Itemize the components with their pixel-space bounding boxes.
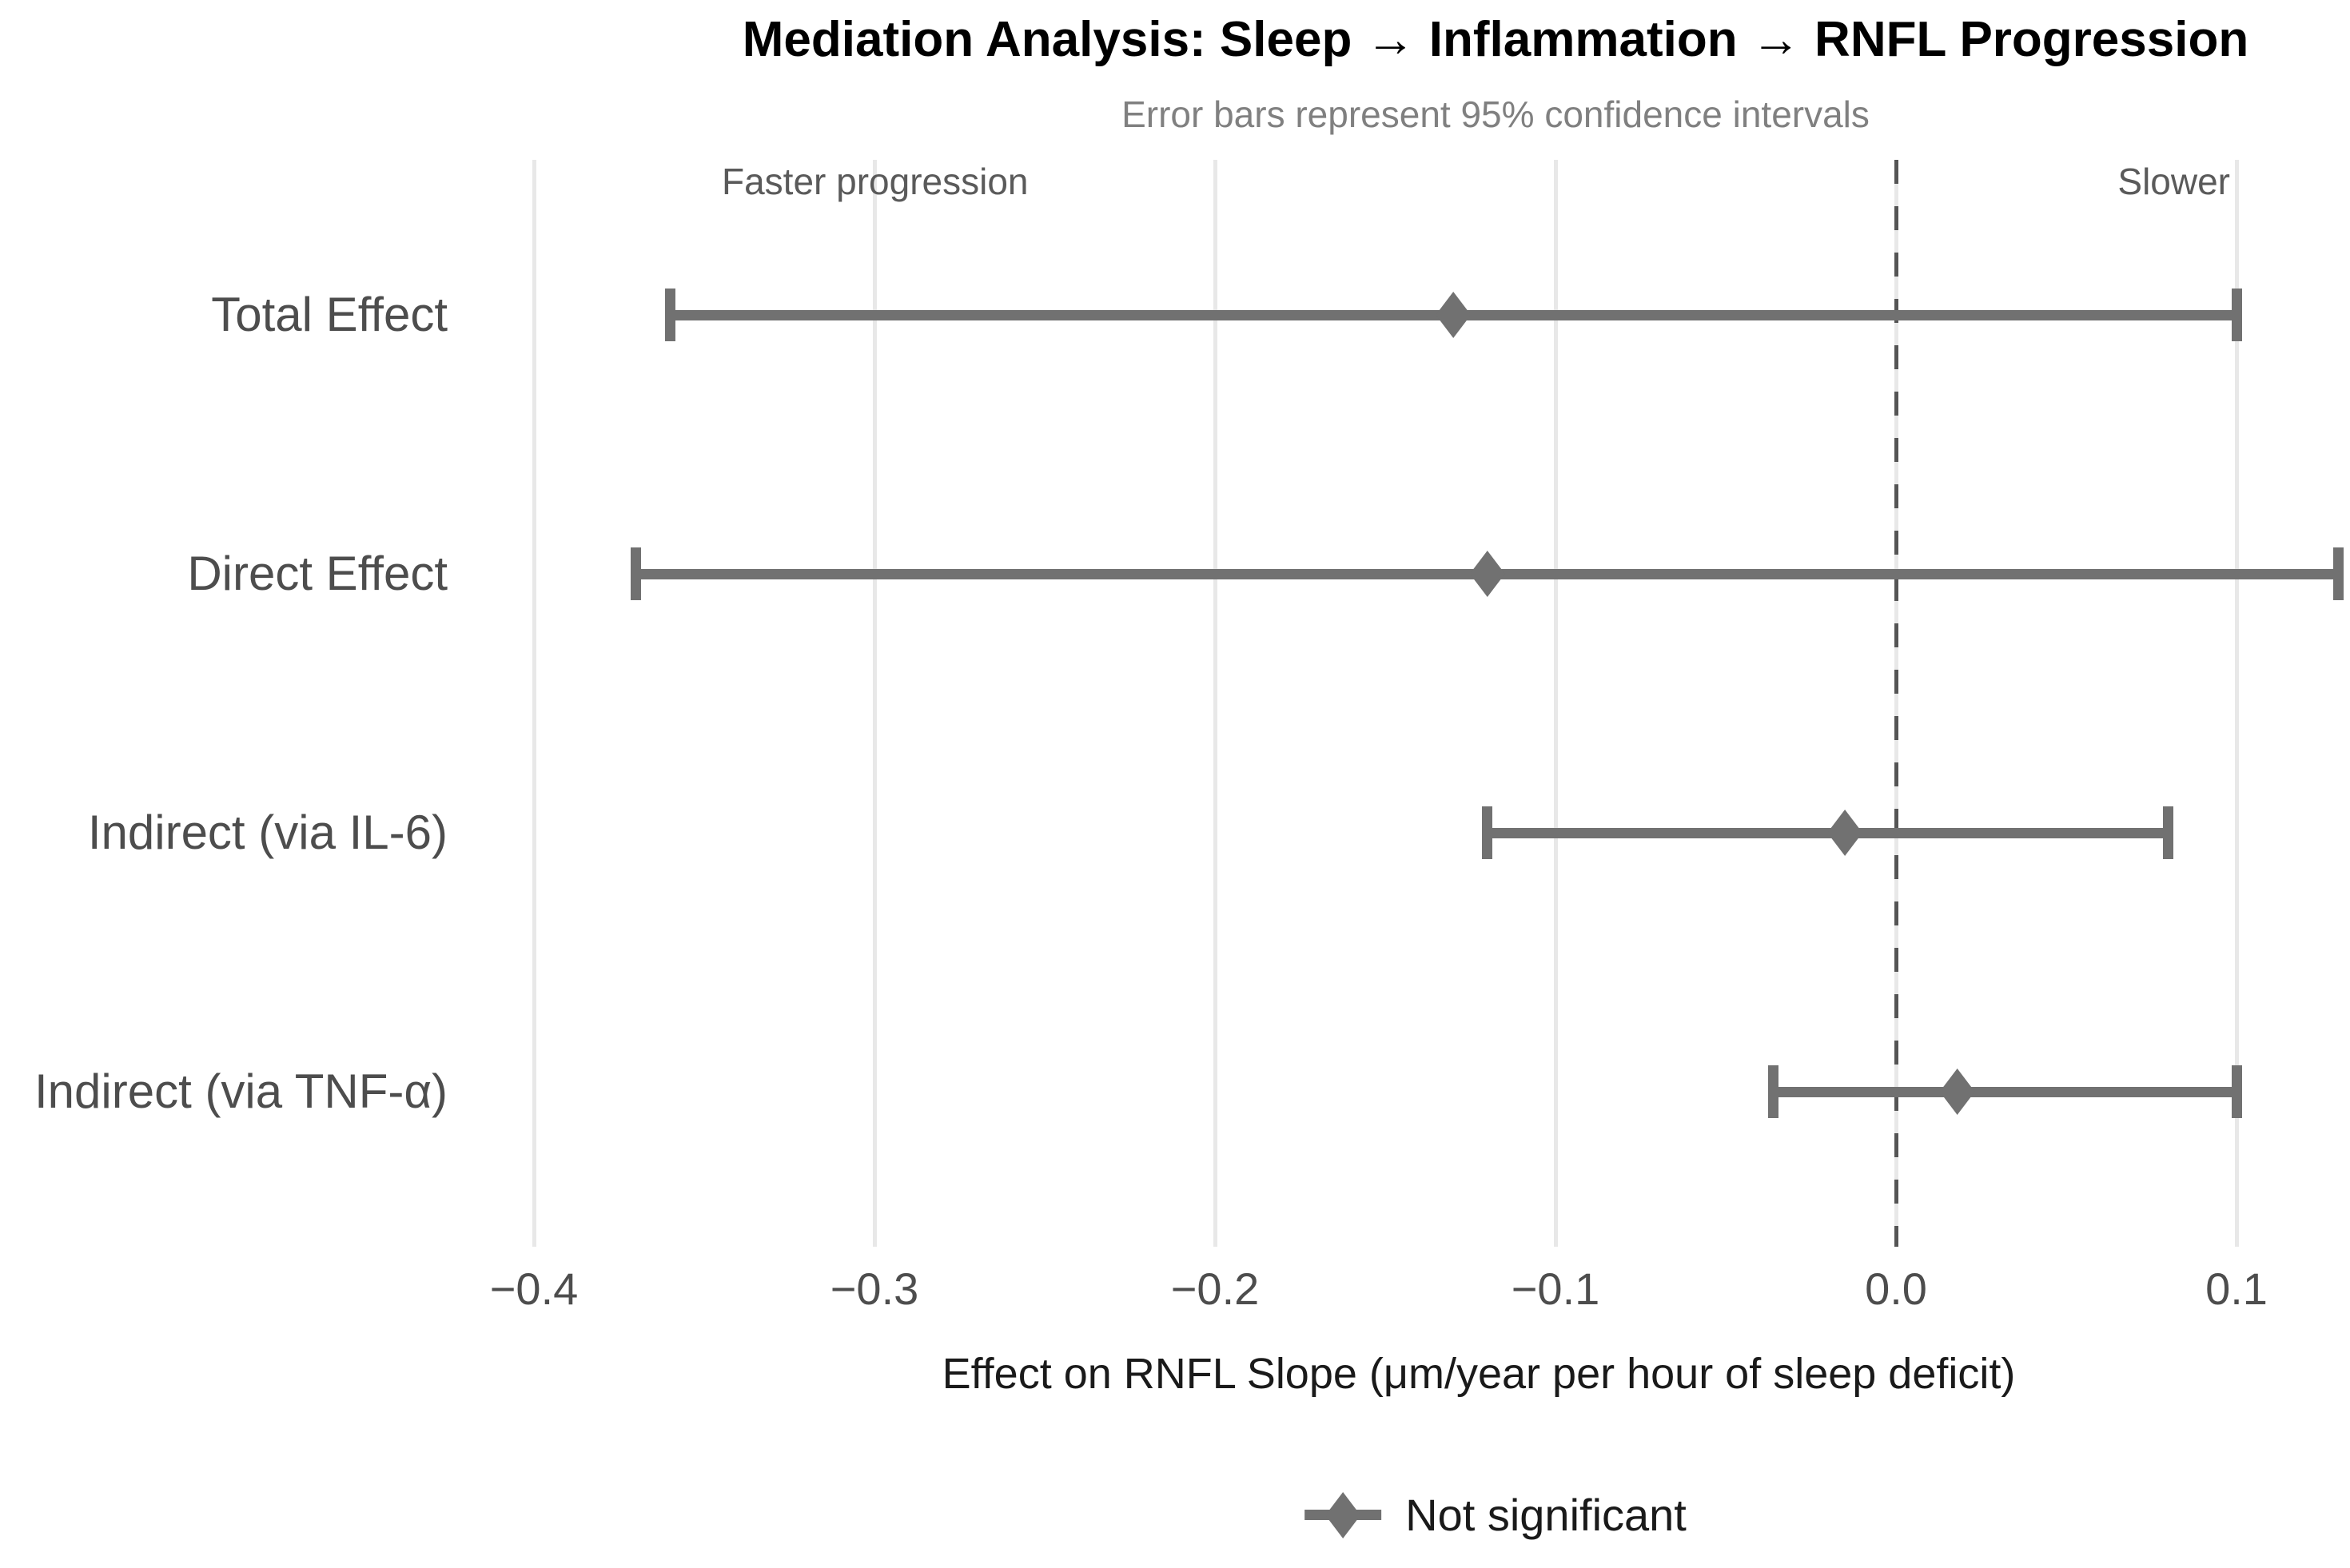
gridline xyxy=(872,160,877,1247)
errorbar-cap xyxy=(2231,289,2242,341)
estimate-diamond-marker xyxy=(1469,551,1505,597)
estimate-diamond-marker xyxy=(1827,810,1863,856)
errorbar-cap xyxy=(1482,806,1493,859)
category-label: Indirect (via TNF-α) xyxy=(34,1065,448,1118)
x-axis-title: Effect on RNFL Slope (μm/year per hour o… xyxy=(942,1350,2016,1398)
errorbar-cap xyxy=(664,289,675,341)
category-label: Indirect (via IL-6) xyxy=(87,806,448,859)
errorbar-line xyxy=(1773,1086,2236,1097)
estimate-diamond-marker xyxy=(1436,292,1472,338)
x-tick-label: −0.4 xyxy=(489,1264,579,1314)
x-tick-label: −0.1 xyxy=(1511,1264,1600,1314)
estimate-diamond-marker xyxy=(1939,1069,1975,1115)
x-tick-label: −0.3 xyxy=(830,1264,919,1314)
category-label: Total Effect xyxy=(211,288,448,341)
errorbar-cap xyxy=(631,547,642,600)
x-tick-label: −0.2 xyxy=(1170,1264,1260,1314)
annotation-faster-progression: Faster progression xyxy=(722,161,1029,202)
x-tick-label: 0.1 xyxy=(2205,1264,2268,1314)
diamond-legend-key-icon xyxy=(1304,1485,1382,1546)
errorbar-cap xyxy=(2163,806,2174,859)
legend: Not significant xyxy=(1304,1485,1687,1546)
errorbar-cap xyxy=(1768,1065,1779,1118)
gridline xyxy=(1553,160,1558,1247)
errorbar-cap xyxy=(2231,1065,2242,1118)
legend-label: Not significant xyxy=(1405,1490,1687,1540)
annotation-slower: Slower xyxy=(2117,161,2230,202)
gridline xyxy=(2234,160,2239,1247)
chart-subtitle: Error bars represent 95% confidence inte… xyxy=(1121,94,1870,135)
errorbar-cap xyxy=(2333,547,2344,600)
chart-title: Mediation Analysis: Sleep → Inflammation… xyxy=(742,12,2249,67)
gridline xyxy=(1213,160,1217,1247)
gridline xyxy=(532,160,536,1247)
category-label: Direct Effect xyxy=(187,547,448,600)
zero-reference-line xyxy=(1894,160,1898,1247)
x-tick-label: 0.0 xyxy=(1865,1264,1927,1314)
